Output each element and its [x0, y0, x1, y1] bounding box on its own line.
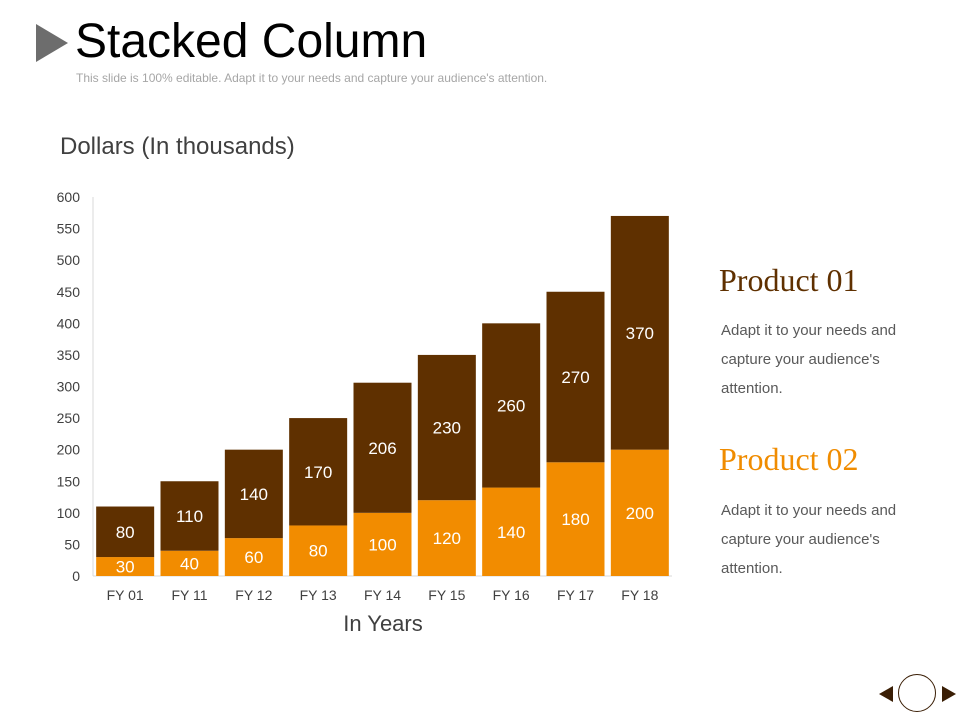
data-label: 120 [433, 529, 461, 548]
x-axis-label: In Years [343, 611, 423, 636]
y-tick-label: 600 [57, 189, 81, 205]
x-tick-label: FY 16 [493, 587, 530, 603]
y-tick-label: 50 [64, 536, 80, 552]
x-tick-label: FY 14 [364, 587, 401, 603]
y-tick-label: 500 [57, 252, 81, 268]
x-axis-ticks: FY 01 FY 11 FY 12 FY 13 FY 14 FY 15 FY 16 FY 17… [107, 587, 659, 603]
x-tick-label: FY 15 [428, 587, 465, 603]
bar-segment [353, 382, 412, 513]
bar-segment [353, 512, 412, 576]
product-02-title: Product 02 [719, 441, 859, 477]
data-label: 60 [244, 548, 263, 567]
bar-segment [417, 354, 476, 501]
bar-segment [96, 506, 155, 558]
data-label: 270 [561, 368, 589, 387]
bar-segment [482, 487, 541, 576]
product-01-title: Product 01 [719, 262, 859, 298]
data-label: 206 [368, 439, 396, 458]
data-label: 100 [368, 535, 396, 554]
y-axis-ticks: 0 50 100 150 200 250 300 350 400 450 500 550 600 [57, 189, 81, 584]
y-tick-label: 250 [57, 410, 81, 426]
bar-segment [224, 538, 283, 576]
slide-subtitle: This slide is 100% editable. Adapt it to… [76, 71, 548, 85]
y-tick-label: 150 [57, 473, 81, 489]
data-label: 170 [304, 463, 332, 482]
data-label: 200 [626, 504, 654, 523]
product-02-description: Adapt it to your needs and capture your … [721, 502, 897, 577]
bar-segment [417, 500, 476, 576]
data-label: 140 [240, 485, 268, 504]
home-circle-icon[interactable] [898, 674, 936, 712]
data-label: 40 [180, 554, 199, 573]
bar-segment [546, 291, 605, 463]
data-label: 30 [116, 558, 135, 577]
bar-segment [610, 449, 669, 576]
y-tick-label: 300 [57, 379, 81, 395]
bar-segment [96, 557, 155, 576]
y-tick-label: 350 [57, 347, 81, 363]
bar-segment [160, 550, 219, 576]
y-tick-label: 100 [57, 505, 81, 521]
data-label: 180 [561, 510, 589, 529]
data-label: 110 [176, 507, 203, 526]
prev-slide-icon[interactable] [879, 686, 893, 702]
y-tick-label: 400 [57, 315, 81, 331]
y-tick-label: 550 [57, 221, 81, 237]
data-label: 230 [433, 419, 461, 438]
slide-title: Stacked Column [75, 15, 428, 68]
y-tick-label: 200 [57, 442, 81, 458]
bar-segment [160, 481, 219, 551]
product-01-description: Adapt it to your needs and capture your … [721, 322, 897, 397]
y-tick-label: 0 [72, 568, 80, 584]
x-tick-label: FY 17 [557, 587, 594, 603]
bar-segment [224, 449, 283, 539]
bar-segment [610, 215, 669, 450]
bar-segment [482, 323, 541, 488]
bar-segment [289, 525, 348, 576]
x-tick-label: FY 12 [235, 587, 272, 603]
chart-bars: 30 80 40 110 60 140 80 170 100 206 120 230 140 260 180… [96, 215, 669, 577]
data-label: 140 [497, 523, 525, 542]
y-axis-label: Dollars (In thousands) [60, 133, 295, 160]
x-tick-label: FY 11 [171, 587, 207, 603]
x-tick-label: FY 13 [300, 587, 337, 603]
data-label: 260 [497, 396, 525, 415]
title-arrow-icon [36, 24, 68, 62]
data-label: 80 [116, 523, 135, 542]
bar-segment [546, 462, 605, 576]
data-label: 370 [626, 324, 654, 343]
y-tick-label: 450 [57, 284, 81, 300]
bar-segment [289, 418, 348, 526]
next-slide-icon[interactable] [942, 686, 956, 702]
x-tick-label: FY 01 [107, 587, 144, 603]
x-tick-label: FY 18 [621, 587, 658, 603]
data-label: 80 [309, 542, 328, 561]
